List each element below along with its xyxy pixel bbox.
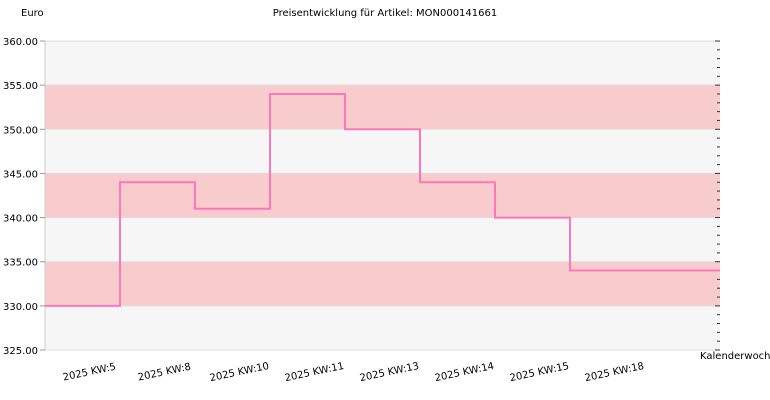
background-bands xyxy=(45,41,720,350)
background-band xyxy=(45,41,720,86)
background-band xyxy=(45,129,720,174)
series-lines xyxy=(45,92,720,307)
background-band xyxy=(45,261,720,306)
x-tick-label: 2025 KW:8 xyxy=(137,362,192,384)
x-tick-label: 2025 KW:14 xyxy=(434,361,495,384)
x-tick-label: 2025 KW:13 xyxy=(359,361,420,384)
y-tick-label: 360.00 xyxy=(3,37,38,48)
y-tick-label: 340.00 xyxy=(3,214,38,225)
chart-title: Preisentwicklung für Artikel: MON0001416… xyxy=(273,8,497,19)
x-tick-label: 2025 KW:5 xyxy=(62,362,117,384)
x-tick-labels: 2025 KW:5 2025 KW:8 2025 KW:10 2025 KW:11 20… xyxy=(62,361,645,384)
background-band xyxy=(45,85,720,130)
background-band xyxy=(45,217,720,262)
x-tick-label: 2025 KW:10 xyxy=(209,361,270,384)
y-tick-label: 350.00 xyxy=(3,125,38,136)
y-tick-label: 345.00 xyxy=(3,169,38,180)
y-axis-label: Euro xyxy=(21,8,44,19)
x-tick-label: 2025 KW:15 xyxy=(509,361,570,384)
y-tick-label: 325.00 xyxy=(3,346,38,357)
price-series-line xyxy=(45,92,720,307)
x-tick-label: 2025 KW:11 xyxy=(284,361,345,384)
y-tick-label: 330.00 xyxy=(3,302,38,313)
y-tick-label: 355.00 xyxy=(3,81,38,92)
x-tick-label: 2025 KW:18 xyxy=(584,361,645,384)
y-ticks: 325.00 330.00 335.00 340.00 345.00 350.00 355.… xyxy=(3,37,720,357)
y-tick-label: 335.00 xyxy=(3,258,38,269)
background-band xyxy=(45,305,720,350)
x-axis-label: Kalenderwoche xyxy=(700,351,770,362)
background-band xyxy=(45,173,720,218)
